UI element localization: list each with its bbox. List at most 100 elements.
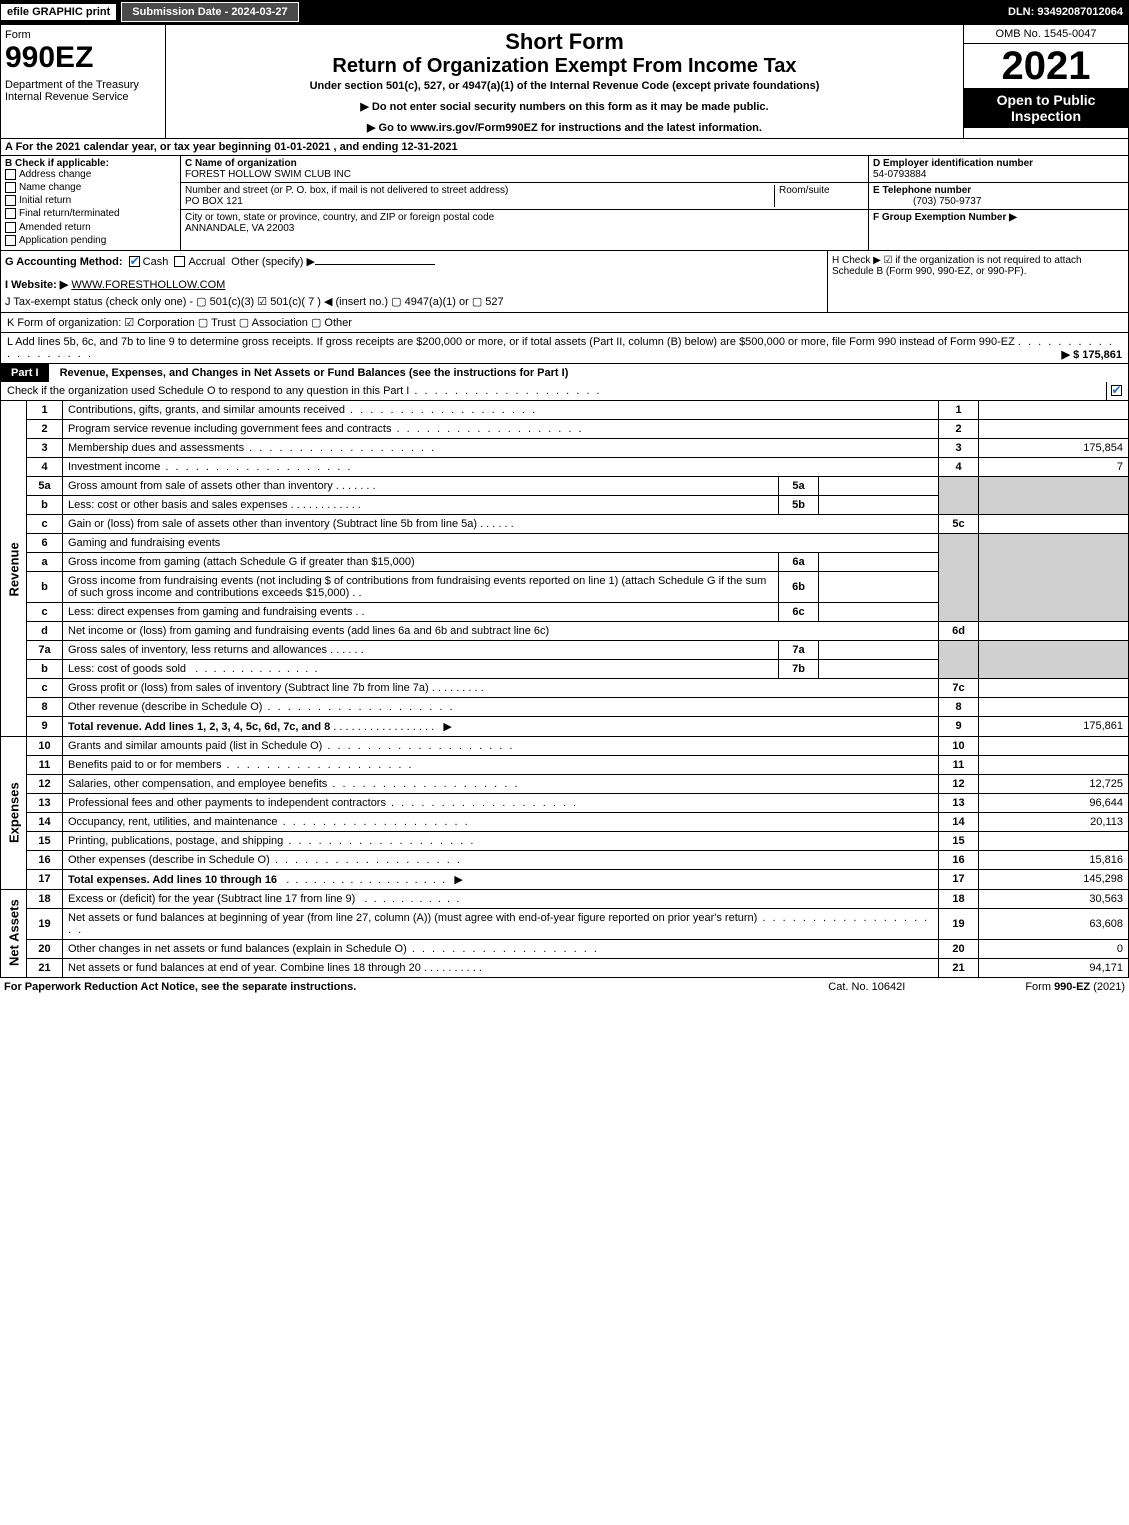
line-6d-value: [979, 621, 1129, 640]
line-9-value: 175,861: [979, 716, 1129, 736]
chk-final-return[interactable]: Final return/terminated: [5, 208, 176, 219]
financial-lines-table: Revenue 1 Contributions, gifts, grants, …: [0, 401, 1129, 978]
top-bar: efile GRAPHIC print Submission Date - 20…: [0, 0, 1129, 24]
accounting-method-row: G Accounting Method: Cash Accrual Other …: [1, 251, 828, 312]
website-label: I Website: ▶: [5, 279, 68, 291]
schedule-b-check: H Check ▶ ☑ if the organization is not r…: [828, 251, 1128, 312]
form-number: 990EZ: [5, 41, 161, 75]
line-19-desc: Net assets or fund balances at beginning…: [68, 912, 757, 924]
line-20-value: 0: [979, 939, 1129, 958]
public-inspection-label: Open to Public Inspection: [964, 88, 1128, 128]
line-20-desc: Other changes in net assets or fund bala…: [68, 943, 407, 955]
org-info-row: B Check if applicable: Address change Na…: [0, 156, 1129, 250]
accrual-label: Accrual: [188, 256, 225, 268]
line-5b-desc: Less: cost or other basis and sales expe…: [68, 499, 288, 511]
omb-number: OMB No. 1545-0047: [964, 25, 1128, 44]
instructions-link[interactable]: ▶ Go to www.irs.gov/Form990EZ for instru…: [170, 121, 959, 134]
catalog-number: Cat. No. 10642I: [828, 981, 905, 993]
line-8-desc: Other revenue (describe in Schedule O): [68, 701, 262, 713]
efile-print-label[interactable]: efile GRAPHIC print: [0, 3, 117, 21]
line-5c-value: [979, 514, 1129, 533]
part-1-title: Revenue, Expenses, and Changes in Net As…: [52, 367, 569, 379]
line-10-desc: Grants and similar amounts paid (list in…: [68, 740, 322, 752]
expenses-vertical-label: Expenses: [1, 736, 27, 889]
tax-year: 2021: [964, 44, 1128, 88]
paperwork-reduction-notice: For Paperwork Reduction Act Notice, see …: [4, 981, 356, 993]
submission-date-label: Submission Date - 2024-03-27: [121, 2, 298, 22]
part-1-tag: Part I: [1, 364, 49, 382]
page-footer: For Paperwork Reduction Act Notice, see …: [0, 978, 1129, 996]
gross-receipts-amount: ▶ $ 175,861: [1062, 349, 1122, 361]
line-4-desc: Investment income: [68, 461, 160, 473]
chk-amended-return[interactable]: Amended return: [5, 222, 176, 233]
group-exemption-label: F Group Exemption Number ▶: [873, 212, 1017, 223]
line-15-value: [979, 831, 1129, 850]
part-1-check-text: Check if the organization used Schedule …: [7, 385, 409, 397]
ein-value: 54-0793884: [873, 169, 926, 180]
chk-initial-return[interactable]: Initial return: [5, 195, 176, 206]
revenue-vertical-label: Revenue: [1, 401, 27, 737]
website-value[interactable]: WWW.FORESTHOLLOW.COM: [71, 279, 225, 291]
line-3-desc: Membership dues and assessments: [68, 442, 244, 454]
header-middle: Short Form Return of Organization Exempt…: [166, 25, 963, 138]
org-name-value: FOREST HOLLOW SWIM CLUB INC: [185, 169, 351, 180]
net-assets-vertical-label: Net Assets: [1, 889, 27, 977]
line-6b-desc: Gross income from fundraising events (no…: [68, 575, 766, 599]
telephone-label: E Telephone number: [873, 185, 971, 196]
cash-label: Cash: [143, 256, 169, 268]
form-subtitle: Under section 501(c), 527, or 4947(a)(1)…: [170, 80, 959, 92]
part-1-schedule-o-checkbox[interactable]: [1111, 385, 1122, 396]
gross-receipts-row: L Add lines 5b, 6c, and 7b to line 9 to …: [0, 333, 1129, 364]
line-14-desc: Occupancy, rent, utilities, and maintena…: [68, 816, 278, 828]
line-18-value: 30,563: [979, 889, 1129, 908]
chk-cash[interactable]: [129, 256, 140, 267]
form-of-organization-row: K Form of organization: ☑ Corporation ▢ …: [0, 313, 1129, 333]
chk-address-change[interactable]: Address change: [5, 169, 176, 180]
line-15-desc: Printing, publications, postage, and shi…: [68, 835, 283, 847]
line-21-value: 94,171: [979, 958, 1129, 977]
line-3-value: 175,854: [979, 438, 1129, 457]
line-10-value: [979, 736, 1129, 755]
line-12-desc: Salaries, other compensation, and employ…: [68, 778, 327, 790]
column-b-checkboxes: B Check if applicable: Address change Na…: [1, 156, 181, 250]
line-13-desc: Professional fees and other payments to …: [68, 797, 386, 809]
form-number-footer: Form 990-EZ (2021): [1025, 981, 1125, 993]
room-suite-label: Room/suite: [779, 185, 830, 196]
line-1-desc: Contributions, gifts, grants, and simila…: [68, 404, 345, 416]
header-right: OMB No. 1545-0047 2021 Open to Public In…: [963, 25, 1128, 138]
line-7c-value: [979, 678, 1129, 697]
line-8-value: [979, 697, 1129, 716]
line-5c-desc: Gain or (loss) from sale of assets other…: [68, 518, 477, 530]
dln-label: DLN: 93492087012064: [1008, 6, 1129, 18]
line-2-value: [979, 419, 1129, 438]
city-label: City or town, state or province, country…: [185, 212, 494, 223]
line-1-value: [979, 401, 1129, 420]
line-16-desc: Other expenses (describe in Schedule O): [68, 854, 270, 866]
line-7c-desc: Gross profit or (loss) from sales of inv…: [68, 682, 429, 694]
form-word: Form: [5, 29, 161, 41]
section-a-tax-year: A For the 2021 calendar year, or tax yea…: [0, 139, 1129, 156]
ein-label: D Employer identification number: [873, 158, 1033, 169]
line-6c-desc: Less: direct expenses from gaming and fu…: [68, 606, 352, 618]
line-16-value: 15,816: [979, 850, 1129, 869]
line-6a-desc: Gross income from gaming (attach Schedul…: [68, 556, 415, 568]
tax-exempt-status-row: J Tax-exempt status (check only one) - ▢…: [5, 295, 823, 308]
ssn-warning: ▶ Do not enter social security numbers o…: [170, 100, 959, 113]
line-13-value: 96,644: [979, 793, 1129, 812]
form-title: Return of Organization Exempt From Incom…: [170, 55, 959, 78]
column-c-org-name-address: C Name of organization FOREST HOLLOW SWI…: [181, 156, 868, 250]
line-6-desc: Gaming and fundraising events: [68, 537, 220, 549]
line-21-desc: Net assets or fund balances at end of ye…: [68, 962, 421, 974]
line-17-value: 145,298: [979, 869, 1129, 889]
city-value: ANNANDALE, VA 22003: [185, 223, 294, 234]
chk-application-pending[interactable]: Application pending: [5, 235, 176, 246]
line-18-desc: Excess or (deficit) for the year (Subtra…: [68, 893, 355, 905]
line-4-value: 7: [979, 457, 1129, 476]
line-12-value: 12,725: [979, 774, 1129, 793]
street-value: PO BOX 121: [185, 196, 243, 207]
chk-name-change[interactable]: Name change: [5, 182, 176, 193]
form-header: Form 990EZ Department of the Treasury In…: [0, 24, 1129, 139]
column-d-e-f: D Employer identification number 54-0793…: [868, 156, 1128, 250]
chk-accrual[interactable]: [174, 256, 185, 267]
row-g-h: G Accounting Method: Cash Accrual Other …: [0, 250, 1129, 313]
